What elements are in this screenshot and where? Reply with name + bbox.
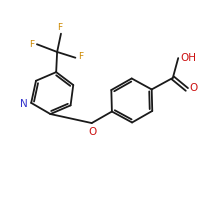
Text: O: O (89, 127, 97, 137)
Text: F: F (78, 52, 83, 61)
Text: OH: OH (181, 53, 197, 63)
Text: O: O (189, 83, 197, 93)
Text: F: F (30, 40, 35, 49)
Text: N: N (20, 99, 28, 109)
Text: F: F (57, 23, 63, 32)
